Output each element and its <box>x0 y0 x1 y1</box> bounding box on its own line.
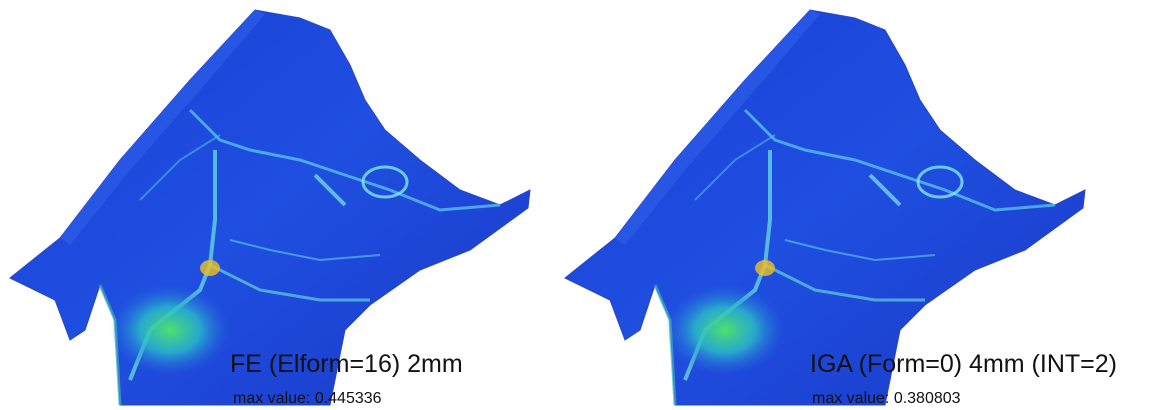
panel-caption: IGA (Form=0) 4mm (INT=2) <box>810 350 1117 378</box>
iga-contour-plot <box>565 10 1085 405</box>
max-value-note: max value: 0.445336 <box>233 390 382 407</box>
panel-caption: FE (Elform=16) 2mm <box>230 350 463 378</box>
page: {"panels": [ {"caption": "FE (Elform=16)… <box>0 0 1175 410</box>
fe-contour-plot <box>10 10 530 405</box>
figure: FE (Elform=16) 2mm max value: 0.445336 I… <box>0 0 1175 410</box>
max-value-note: max value: 0.380803 <box>812 390 961 407</box>
